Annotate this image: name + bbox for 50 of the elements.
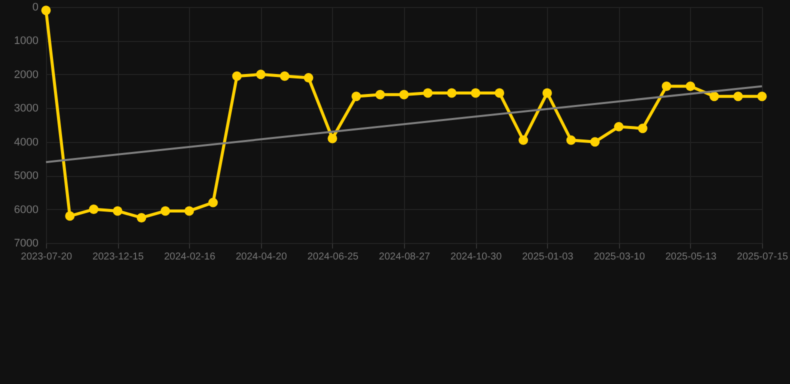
point [65,211,75,221]
x-tick-label: 2025-05-13 [665,252,717,262]
point [446,88,456,98]
point [256,70,266,80]
y-tick-label: 1000 [14,35,38,48]
x-tick-label: 2023-07-20 [20,252,73,262]
y-tick-label: 4000 [14,136,38,148]
point [88,204,98,214]
point [470,88,480,98]
y-tick-label: 3000 [14,102,38,115]
point [304,73,314,83]
point [399,90,409,100]
point [542,88,552,98]
point [423,88,433,98]
y-tick-label: 6000 [14,204,38,216]
point [160,206,170,216]
y-tick-label: 0 [32,2,38,14]
point [638,124,648,134]
x-tick-label: 2025-07-15 [736,252,789,262]
point [375,90,385,100]
point [494,88,504,98]
y-tick-label: 5000 [14,170,38,182]
x-tick-label: 2023-12-15 [92,252,144,262]
point [757,92,767,102]
point [328,134,338,144]
point [41,6,51,16]
point [112,206,122,216]
x-tick-label: 2024-08-27 [378,252,431,262]
point [280,71,290,81]
x-tick-label: 2024-10-30 [450,252,502,262]
point [662,81,672,91]
x-tick-label: 2025-01-03 [522,252,574,262]
point [614,122,624,132]
point [232,71,242,81]
y-tick-label: 7000 [14,238,38,250]
point [733,92,743,102]
point [184,206,194,216]
point [710,92,720,102]
y-tick-label: 2000 [14,68,38,81]
point [208,198,218,208]
point [566,135,576,145]
point [136,212,146,222]
x-tick-label: 2024-02-16 [164,252,216,262]
x-tick-label: 2024-06-25 [307,252,359,262]
point [518,135,528,145]
point [686,81,696,91]
x-tick-label: 2025-03-10 [594,252,646,262]
point [352,92,362,102]
x-tick-label: 2024-04-20 [236,252,288,262]
point [590,137,600,147]
